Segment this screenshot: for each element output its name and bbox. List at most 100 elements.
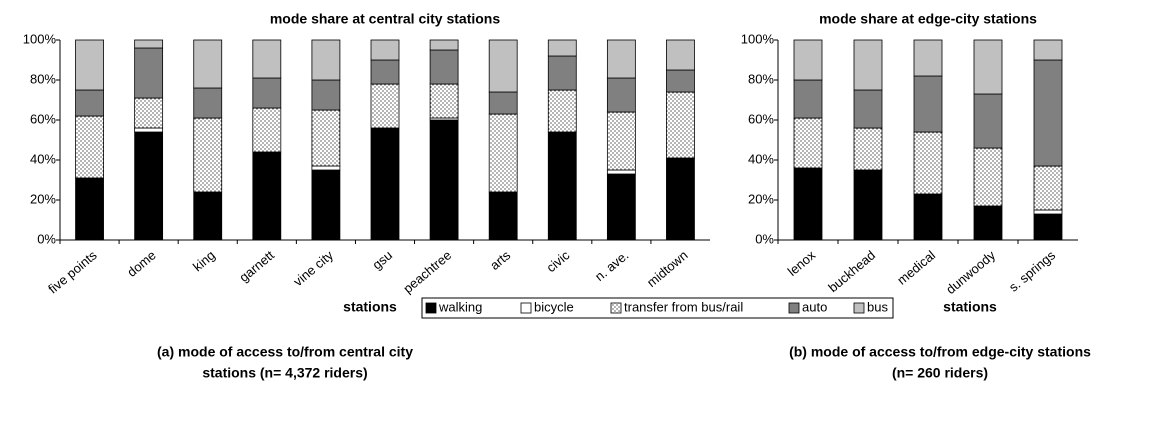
legend-swatch <box>853 302 865 314</box>
x-tick-label: arts <box>487 247 514 273</box>
caption: (n= 260 riders) <box>892 365 988 381</box>
bar-segment <box>793 117 823 169</box>
bar-segment <box>370 83 400 129</box>
bar-segment <box>429 83 459 119</box>
bar-segment <box>853 89 883 129</box>
bar-segment <box>973 205 1003 241</box>
bar-segment <box>75 115 104 179</box>
x-tick-label: s. springs <box>1006 247 1059 295</box>
bar-segment <box>547 131 577 241</box>
bar-segment <box>488 113 518 193</box>
bar-segment <box>913 75 943 133</box>
bar-segment <box>547 55 577 91</box>
bar-segment <box>429 119 459 241</box>
bar-segment <box>1033 213 1063 241</box>
bar-segment <box>193 87 223 119</box>
x-axis-label: stations <box>943 299 997 315</box>
bar-segment <box>252 77 282 109</box>
bar-segment <box>311 39 341 81</box>
x-tick-label: dunwoody <box>943 247 998 297</box>
x-tick-label: king <box>190 247 218 274</box>
x-tick-label: peachtree <box>400 247 454 296</box>
caption: (b) mode of access to/from edge-city sta… <box>789 344 1091 360</box>
x-tick-label: n. ave. <box>592 247 632 284</box>
bar-segment <box>488 91 518 115</box>
x-tick-label: buckhead <box>825 247 878 295</box>
bar-segment <box>793 79 823 119</box>
x-tick-label: five points <box>45 247 100 296</box>
bar-segment <box>1033 209 1063 215</box>
bar-segment <box>666 39 695 71</box>
x-tick-label: midtown <box>644 247 691 290</box>
bar-segment <box>913 193 943 241</box>
x-tick-label: vine city <box>290 247 336 289</box>
bar-segment <box>853 39 883 91</box>
bar-segment <box>666 69 695 93</box>
bar-segment <box>311 165 341 171</box>
y-tick-label: 100% <box>741 31 775 46</box>
bar-segment <box>547 39 577 57</box>
caption: (a) mode of access to/from central city <box>157 344 413 360</box>
bar-segment <box>666 91 695 159</box>
legend-swatch <box>788 302 800 314</box>
bar-segment <box>311 109 341 167</box>
bar-segment <box>488 191 518 241</box>
y-tick-label: 80% <box>748 71 774 86</box>
legend-label: walking <box>438 299 482 314</box>
bar-segment <box>1033 39 1063 61</box>
bar-segment <box>134 47 164 99</box>
bar-segment <box>193 117 223 193</box>
x-tick-label: dome <box>124 247 159 279</box>
bar-segment <box>853 127 883 171</box>
bar-segment <box>973 93 1003 149</box>
bar-segment <box>75 39 104 91</box>
bar-segment <box>75 177 104 241</box>
y-tick-label: 20% <box>30 191 56 206</box>
legend-label: bus <box>867 299 888 314</box>
bar-segment <box>252 151 282 241</box>
bar-segment <box>606 169 636 175</box>
bar-segment <box>973 147 1003 207</box>
y-tick-label: 60% <box>748 111 774 126</box>
bar-segment <box>913 39 943 77</box>
bar-segment <box>75 89 104 117</box>
legend-label: transfer from bus/rail <box>624 299 743 314</box>
chart-title: mode share at edge-city stations <box>819 11 1037 27</box>
x-tick-label: civic <box>543 247 572 275</box>
legend-swatch <box>520 302 532 314</box>
bar-segment <box>134 97 164 129</box>
y-tick-label: 40% <box>748 151 774 166</box>
bar-segment <box>606 77 636 113</box>
x-tick-label: gsu <box>369 247 395 272</box>
bar-segment <box>973 39 1003 95</box>
bar-segment <box>547 89 577 133</box>
bar-segment <box>1033 59 1063 167</box>
bar-segment <box>793 167 823 241</box>
chart-title: mode share at central city stations <box>270 11 501 27</box>
bar-segment <box>311 79 341 111</box>
bar-segment <box>193 39 223 89</box>
bar-segment <box>370 39 400 61</box>
x-tick-label: garnett <box>236 247 277 285</box>
y-tick-label: 20% <box>748 191 774 206</box>
x-tick-label: lenox <box>785 247 819 279</box>
bar-segment <box>134 39 164 49</box>
caption: stations (n= 4,372 riders) <box>202 365 367 381</box>
y-tick-label: 0% <box>755 231 774 246</box>
bar-segment <box>606 39 636 79</box>
bar-segment <box>488 39 518 93</box>
bar-segment <box>134 127 164 133</box>
legend-label: bicycle <box>534 299 574 314</box>
y-tick-label: 60% <box>30 111 56 126</box>
y-tick-label: 40% <box>30 151 56 166</box>
bar-segment <box>134 131 164 241</box>
bar-segment <box>193 191 223 241</box>
bar-segment <box>666 157 695 241</box>
bar-segment <box>606 173 636 241</box>
bar-segment <box>429 49 459 85</box>
bar-segment <box>606 111 636 171</box>
bar-segment <box>370 127 400 241</box>
bar-segment <box>311 169 341 241</box>
y-tick-label: 0% <box>37 231 56 246</box>
